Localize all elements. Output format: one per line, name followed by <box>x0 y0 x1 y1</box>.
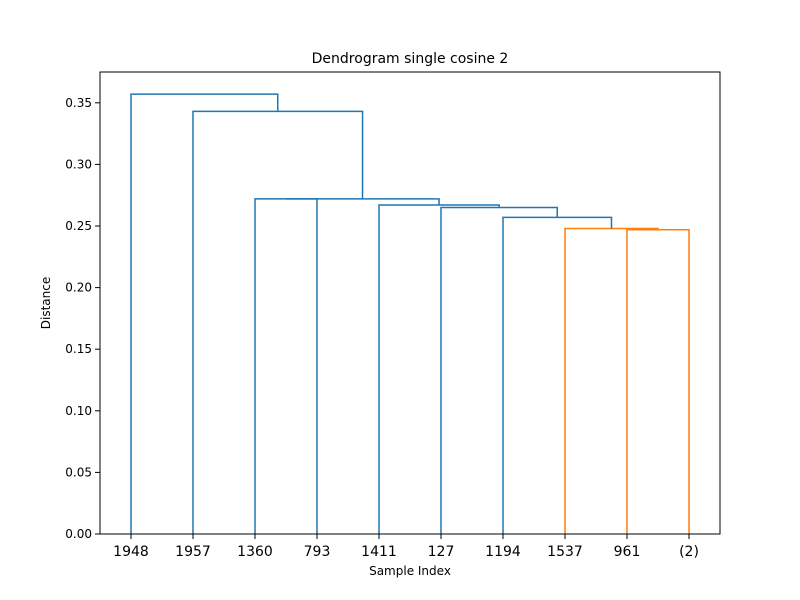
dendrogram-link <box>564 227 659 534</box>
y-tick-label: 0.10 <box>65 404 92 418</box>
dendrogram-link <box>378 204 500 534</box>
leaf-label: 127 <box>428 544 455 560</box>
y-tick-label: 0.20 <box>65 281 92 295</box>
leaf-label: 1948 <box>113 544 149 560</box>
leaf-label: 1537 <box>547 544 583 560</box>
dendrogram-link <box>286 198 440 206</box>
leaf-label: 1957 <box>175 544 211 560</box>
chart-title: Dendrogram single cosine 2 <box>312 51 509 67</box>
x-axis: 1948 1957 1360 793 1411 127 1194 1537 961 (2) <box>113 534 699 560</box>
leaf-label: (2) <box>679 544 699 560</box>
x-axis-label: Sample Index <box>369 564 451 578</box>
y-tick-label: 0.35 <box>65 96 92 110</box>
dendrogram-link <box>626 228 690 534</box>
leaf-label: 1194 <box>485 544 521 560</box>
plot-frame <box>99 71 721 535</box>
dendrogram-link <box>254 198 318 534</box>
leaf-label: 793 <box>304 544 331 560</box>
dendrogram-links <box>130 93 690 534</box>
leaf-label: 1411 <box>361 544 397 560</box>
leaf-label: 1360 <box>237 544 273 560</box>
y-tick-label: 0.15 <box>65 342 92 356</box>
y-tick-label: 0.30 <box>65 157 92 171</box>
dendrogram-link <box>192 110 364 534</box>
y-tick-label: 0.25 <box>65 219 92 233</box>
y-tick-label: 0.00 <box>65 527 92 541</box>
leaf-label: 961 <box>614 544 641 560</box>
dendrogram-link <box>440 206 558 534</box>
y-axis: 0.00 0.05 0.10 0.15 0.20 0.25 0.30 0.35 <box>65 96 100 541</box>
dendrogram-link <box>502 216 613 534</box>
dendrogram-link <box>130 93 279 534</box>
y-axis-label: Distance <box>39 277 53 329</box>
y-tick-label: 0.05 <box>65 465 92 479</box>
